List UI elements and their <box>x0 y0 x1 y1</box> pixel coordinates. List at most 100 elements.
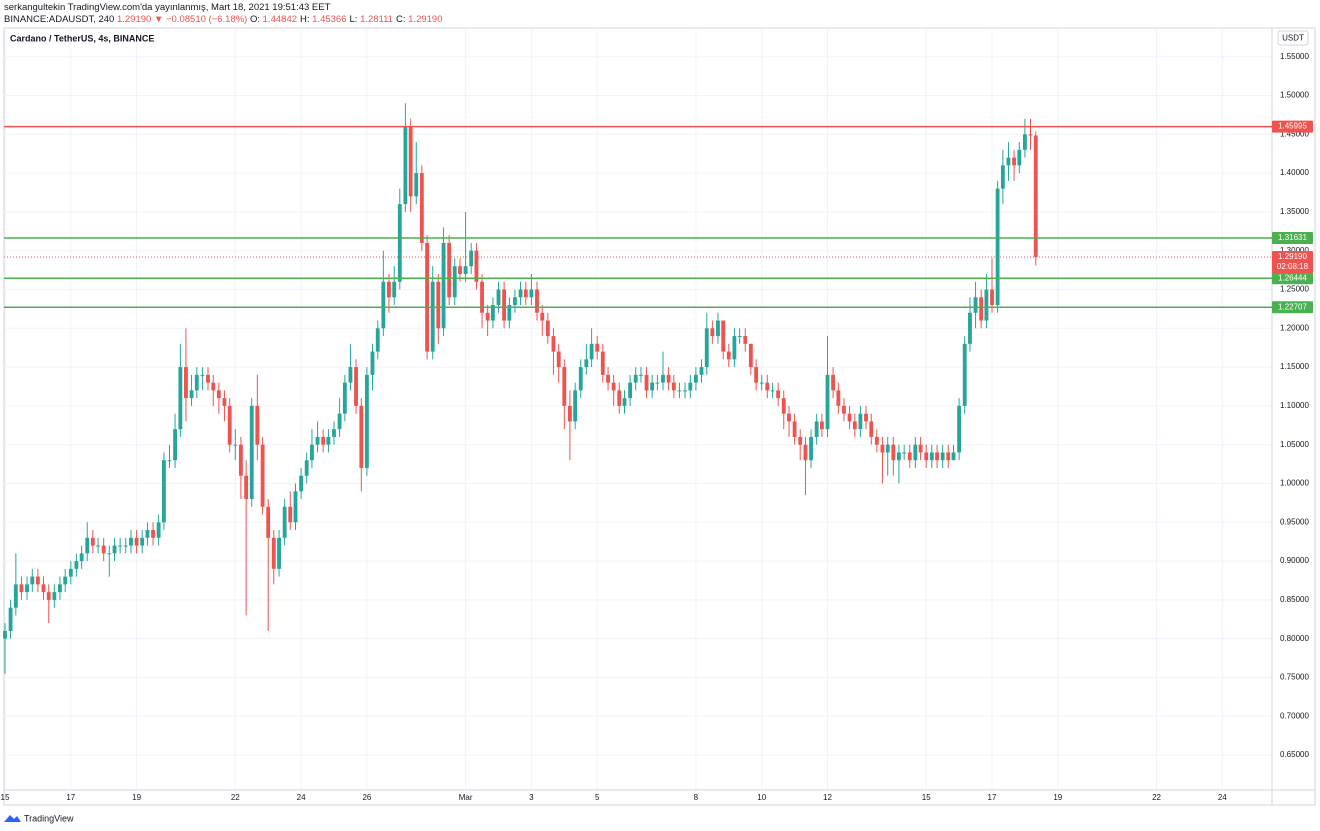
candle-body <box>1028 134 1033 136</box>
candle-body <box>880 444 885 453</box>
candle-body <box>781 398 786 414</box>
candle-body <box>814 421 819 437</box>
candle-body <box>359 405 364 468</box>
y-tick-label: 1.45000 <box>1280 129 1309 138</box>
level-tag <box>1272 232 1313 245</box>
candle-body <box>85 537 90 554</box>
ohlc-key: H: <box>300 14 310 25</box>
candle-body <box>913 444 918 461</box>
candle-body <box>107 553 112 555</box>
candle-body <box>1017 149 1022 166</box>
candle-body <box>518 289 523 298</box>
y-tick-label: 1.25000 <box>1280 285 1309 294</box>
candle-body <box>929 452 934 461</box>
candle-body <box>809 436 813 461</box>
candle-body <box>8 607 13 631</box>
candle-body <box>513 297 517 306</box>
candle-body <box>425 242 430 352</box>
candle-body <box>787 413 791 422</box>
level-label: 1.45995 <box>1278 122 1307 131</box>
candle-body <box>1000 165 1005 189</box>
candle-body <box>628 382 633 399</box>
candle-body <box>370 351 375 375</box>
candle-body <box>907 452 912 461</box>
y-tick-label: 0.85000 <box>1280 595 1309 604</box>
y-tick-label: 0.70000 <box>1280 711 1309 720</box>
candle-body <box>140 537 145 546</box>
y-tick-label: 1.10000 <box>1280 401 1309 410</box>
publish-line: serkangultekin TradingView.com'da yayınl… <box>4 2 331 13</box>
x-tick-label: 5 <box>595 793 600 802</box>
candle-body <box>58 584 62 593</box>
y-tick-label: 1.05000 <box>1280 440 1309 449</box>
y-tick-label: 1.20000 <box>1280 323 1309 332</box>
candle-body <box>918 444 923 453</box>
y-tick-label: 0.90000 <box>1280 556 1309 565</box>
candle-body <box>206 374 210 383</box>
candle-body <box>35 576 40 585</box>
ohlc-key: O: <box>250 14 261 25</box>
unit-label: USDT <box>1282 34 1304 43</box>
x-tick-label: 12 <box>823 793 832 802</box>
candle-body <box>633 374 638 383</box>
candle-body <box>299 475 304 492</box>
candle-body <box>765 382 770 391</box>
y-tick-label: 0.80000 <box>1280 634 1309 643</box>
candle-body <box>260 444 265 507</box>
candle-body <box>441 242 446 329</box>
x-tick-label: 22 <box>1152 793 1161 802</box>
candle-body <box>375 328 380 352</box>
candle-body <box>200 374 205 376</box>
candle-body <box>836 390 841 406</box>
candle-body <box>145 530 150 538</box>
candle-body <box>282 506 287 538</box>
candle-body <box>523 289 528 298</box>
candle-body <box>189 390 194 399</box>
brand: TradingView <box>4 813 74 823</box>
candle-body <box>304 460 309 476</box>
x-tick-label: 10 <box>757 793 766 802</box>
x-tick-label: 26 <box>362 793 371 802</box>
level-tag <box>1272 272 1313 285</box>
x-tick-label: 8 <box>694 793 699 802</box>
x-tick-label: 17 <box>988 793 997 802</box>
candle-body <box>277 537 281 569</box>
candle-body <box>447 242 452 298</box>
candle-body <box>776 390 781 399</box>
candle-body <box>600 351 605 375</box>
level-tag <box>1272 301 1313 314</box>
candle-body <box>754 367 759 383</box>
candle-body <box>161 460 166 523</box>
candle-body <box>293 491 298 523</box>
candle-body <box>238 444 243 476</box>
candle-body <box>41 584 46 593</box>
candle-body <box>852 421 857 430</box>
last-price-tag <box>1272 250 1313 273</box>
candle-body <box>545 320 550 337</box>
candle-body <box>178 367 183 430</box>
candle-body <box>381 281 386 329</box>
candle-body <box>364 374 369 468</box>
unit-box <box>1277 30 1309 46</box>
ohlc: O: 1.44842 H: 1.45366 L: 1.28111 C: 1.29190 <box>250 14 446 25</box>
candle-body <box>354 367 358 406</box>
x-tick-label: 15 <box>922 793 931 802</box>
candle-body <box>842 405 846 414</box>
candle-body <box>1012 157 1016 166</box>
candle-body <box>644 374 649 391</box>
candle-body <box>716 320 720 337</box>
level-tag <box>1272 120 1313 133</box>
candle-body <box>211 382 216 391</box>
candle-body <box>485 312 490 321</box>
candle-body <box>869 421 874 437</box>
candle-body <box>606 374 610 383</box>
candle-body <box>222 398 227 406</box>
candle-body <box>759 382 764 384</box>
candle-body <box>419 173 424 243</box>
candle-body <box>825 374 830 430</box>
candle-body <box>101 545 106 554</box>
candle-body <box>995 188 1000 306</box>
candle-body <box>924 452 929 461</box>
candle-body <box>798 436 803 445</box>
